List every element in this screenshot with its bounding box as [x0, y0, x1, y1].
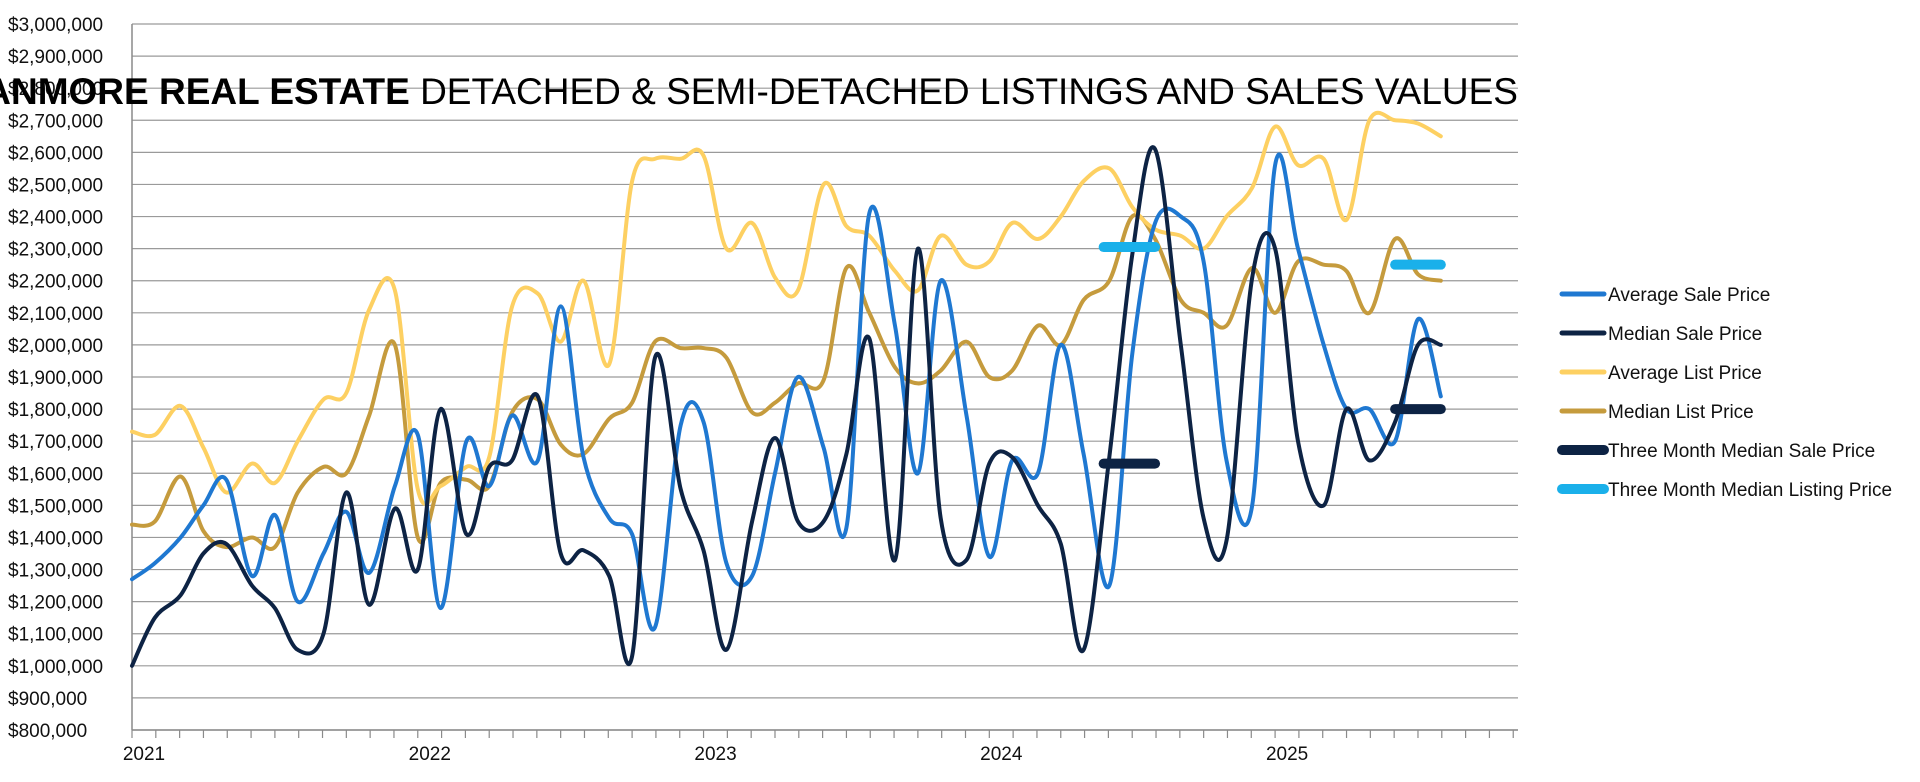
series-lines: [130, 110, 1446, 668]
x-tick-label: 2024: [980, 744, 1023, 765]
series-average-sale-price: [130, 152, 1443, 632]
y-tick-label: $2,000,000: [8, 336, 103, 357]
legend-label-three-month-median-sale-price: Three Month Median Sale Price: [1608, 441, 1875, 462]
y-tick-label: $3,000,000: [8, 15, 103, 36]
legend-label-median-sale-price: Median Sale Price: [1608, 324, 1762, 345]
y-tick-label: $2,300,000: [8, 240, 103, 261]
y-tick-label: $2,600,000: [8, 143, 103, 164]
legend-label-median-list-price: Median List Price: [1608, 402, 1754, 423]
y-tick-label: $1,200,000: [8, 593, 103, 614]
x-axis-tick-labels: 2021 2022 2023 2024 2025: [123, 744, 1308, 765]
series-average-list-price: [130, 110, 1443, 506]
y-tick-label: $2,700,000: [8, 111, 103, 132]
y-tick-label: $1,500,000: [8, 496, 103, 517]
y-tick-label: $800,000: [8, 721, 87, 742]
x-tick-label: 2021: [123, 744, 165, 765]
y-tick-label: $2,400,000: [8, 208, 103, 229]
y-tick-label: $1,900,000: [8, 368, 103, 389]
chart-title: CANMORE REAL ESTATE DETACHED & SEMI-DETA…: [0, 71, 1518, 112]
axes: [131, 24, 1518, 738]
legend-label-three-month-median-listing-price: Three Month Median Listing Price: [1608, 480, 1892, 501]
y-tick-label: $2,200,000: [8, 272, 103, 293]
y-tick-label: $1,700,000: [8, 432, 103, 453]
y-tick-label: $900,000: [8, 689, 87, 710]
chart-title-rest: DETACHED & SEMI-DETACHED LISTINGS AND SA…: [410, 71, 1518, 112]
y-tick-label: $1,600,000: [8, 464, 103, 485]
y-tick-label: $1,000,000: [8, 657, 103, 678]
x-tick-label: 2022: [409, 744, 451, 765]
y-tick-label: $2,900,000: [8, 47, 103, 68]
chart-title-bold: CANMORE REAL ESTATE: [0, 71, 410, 112]
y-tick-label: $2,500,000: [8, 175, 103, 196]
y-tick-label: $2,800,000: [8, 79, 103, 100]
y-axis-tick-labels: $800,000 $900,000 $1,000,000 $1,100,000 $1,2…: [8, 15, 103, 742]
y-tick-label: $1,300,000: [8, 561, 103, 582]
legend-label-average-sale-price: Average Sale Price: [1608, 285, 1770, 306]
y-tick-label: $1,100,000: [8, 625, 103, 646]
y-tick-label: $1,400,000: [8, 528, 103, 549]
x-tick-label: 2023: [694, 744, 736, 765]
series-median-sale-price: [130, 145, 1443, 668]
legend-label-average-list-price: Average List Price: [1608, 363, 1762, 384]
y-tick-label: $1,800,000: [8, 400, 103, 421]
legend: Average Sale Price Median Sale Price Avera…: [1557, 285, 1892, 501]
y-tick-label: $2,100,000: [8, 304, 103, 325]
series-median-list-price: [130, 212, 1443, 551]
x-tick-label: 2025: [1266, 744, 1308, 765]
